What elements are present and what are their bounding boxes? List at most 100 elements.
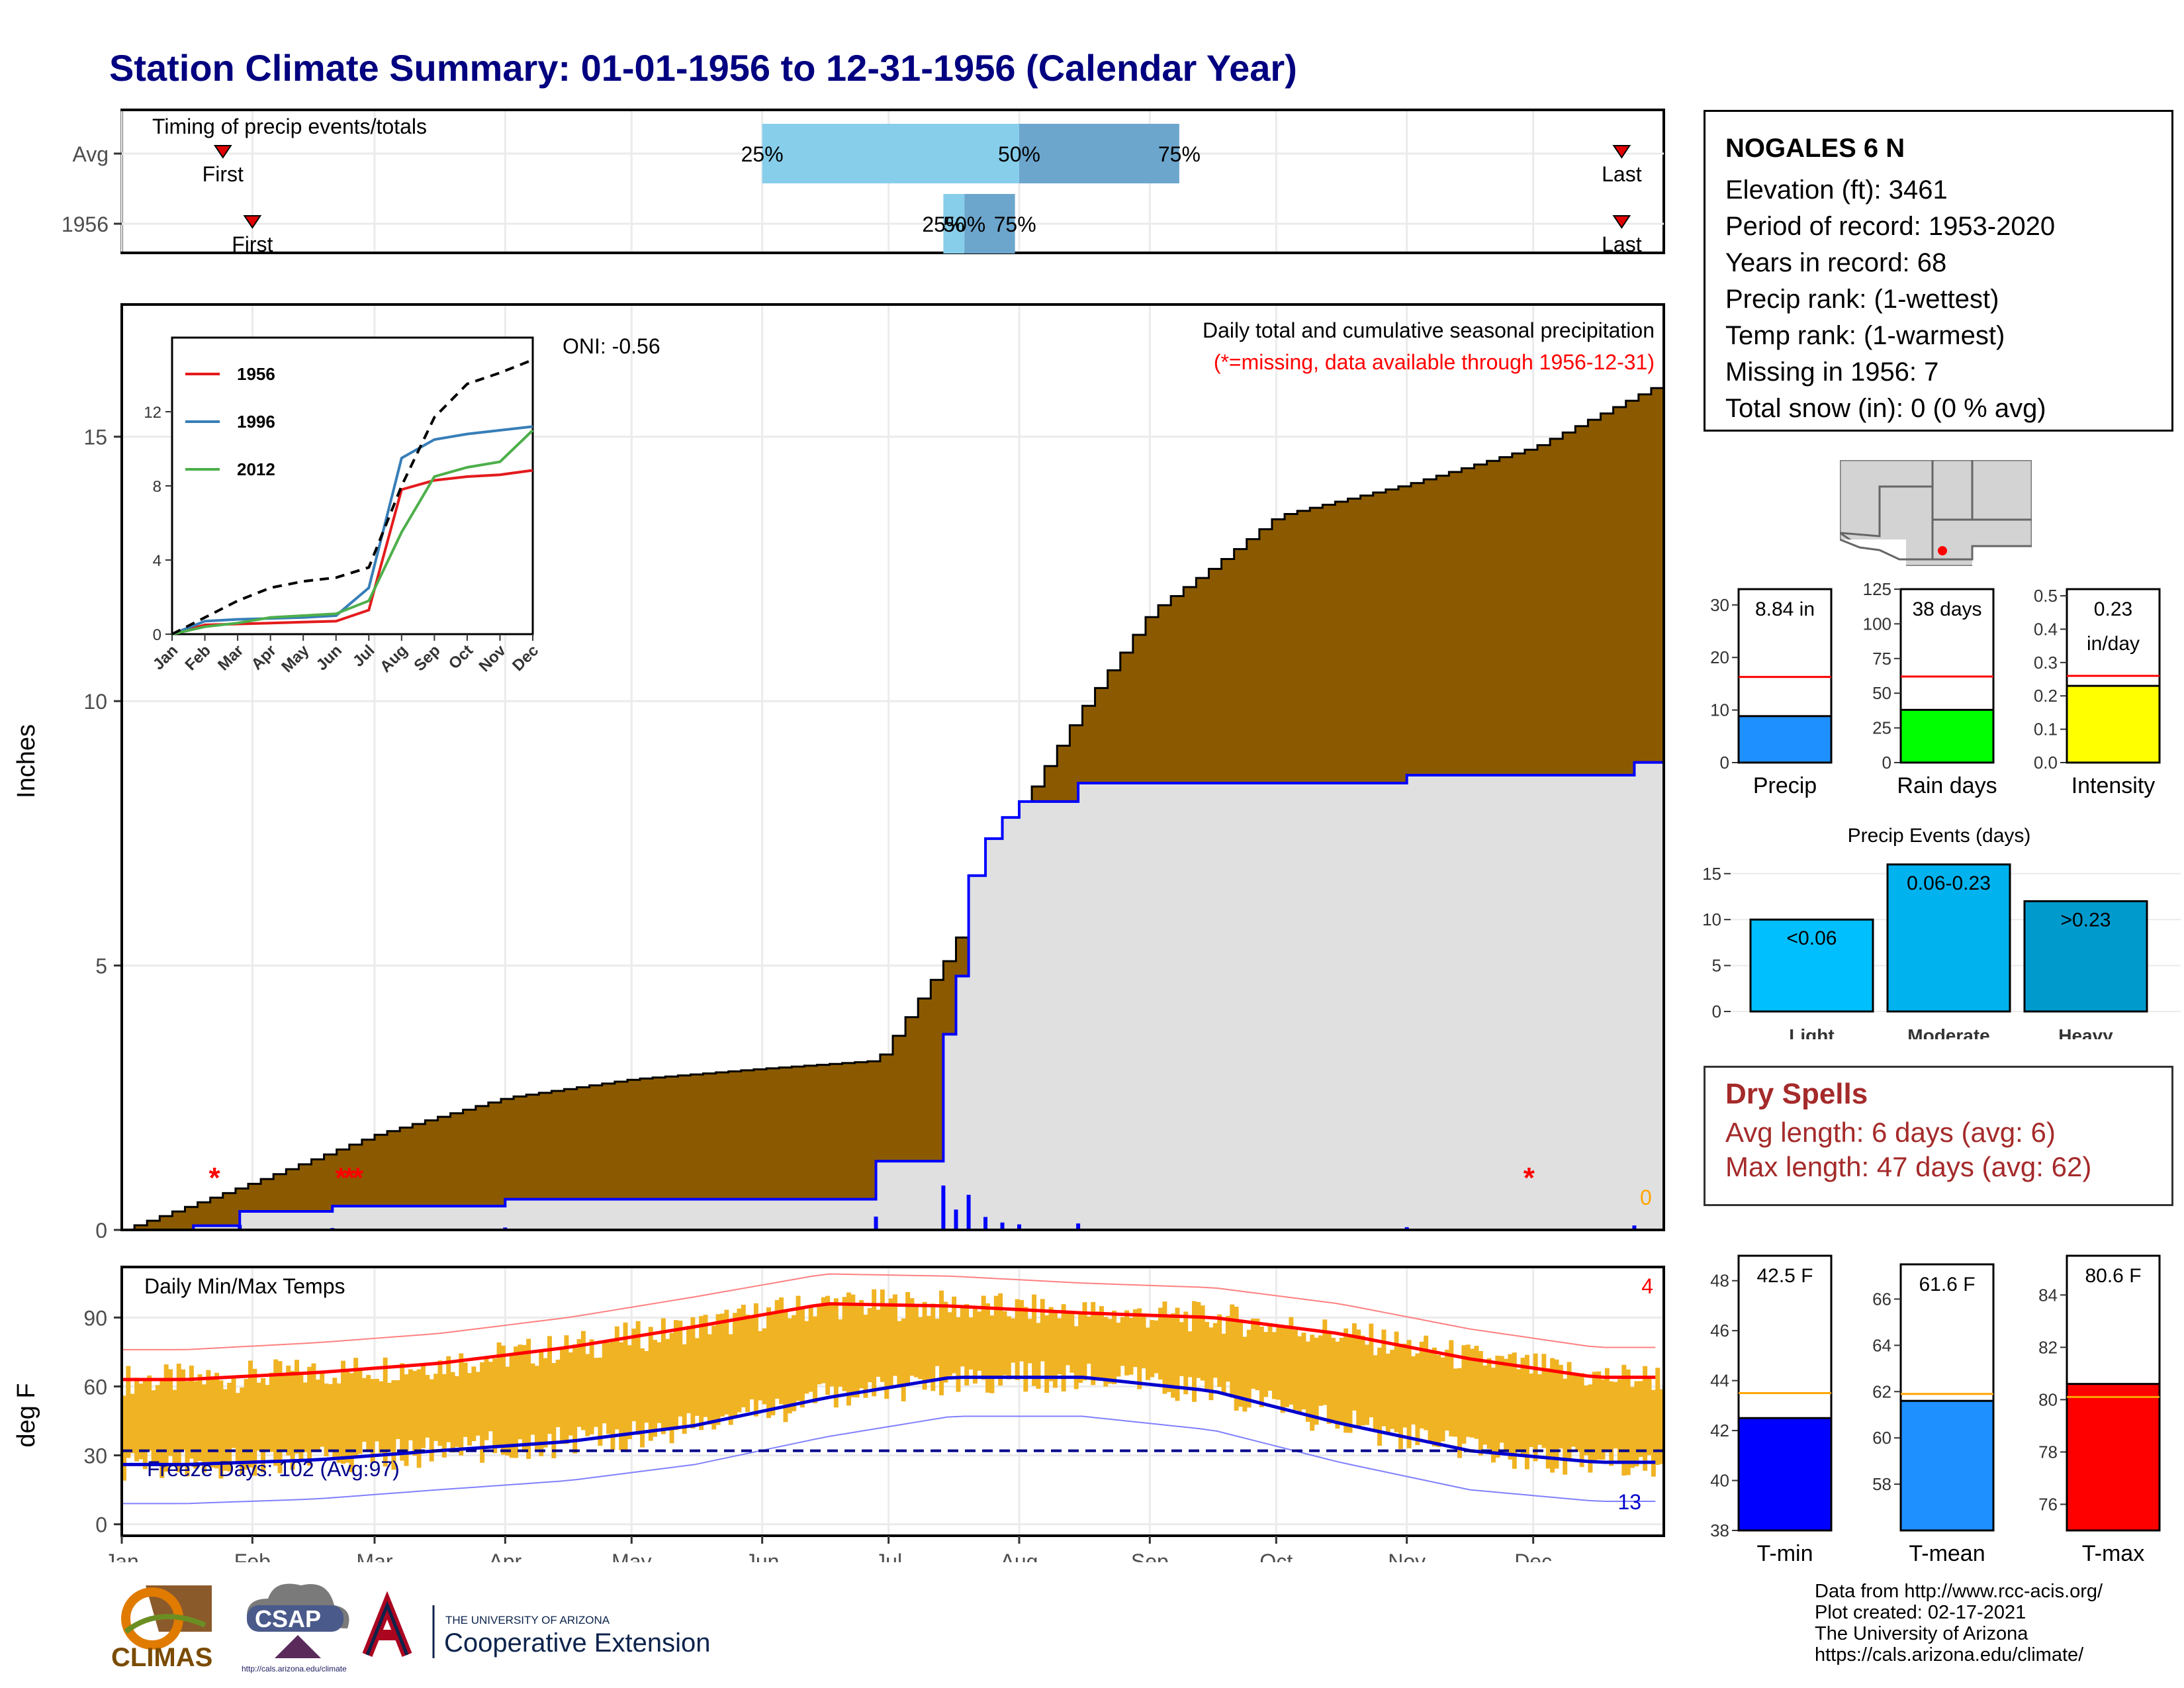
- daily-temp-bar: [779, 1297, 784, 1405]
- month-label: Aug: [1001, 1550, 1038, 1562]
- precip-ytick-label: 0: [95, 1219, 107, 1238]
- daily-temp-bar: [568, 1352, 573, 1436]
- summary-precip-category-label: Precip: [1753, 773, 1817, 798]
- daily-temp-bar: [142, 1381, 148, 1470]
- daily-temp-bar: [518, 1344, 523, 1440]
- daily-temp-bar: [1486, 1358, 1492, 1449]
- daily-temp-bar: [1402, 1343, 1408, 1428]
- timing-first-label: First: [232, 232, 273, 256]
- daily-temp-bar: [922, 1301, 927, 1390]
- daily-temp-bar: [968, 1317, 974, 1370]
- daily-temp-bar: [134, 1378, 140, 1462]
- daily-temp-bar: [825, 1295, 831, 1395]
- daily-temp-bar: [808, 1306, 813, 1392]
- daily-temp-bar: [1267, 1323, 1273, 1391]
- daily-temp-bar: [206, 1370, 211, 1462]
- daily-temp-bar: [547, 1336, 552, 1434]
- daily-temp-bar: [1617, 1379, 1622, 1462]
- summary-rain-days-ytick-label: 75: [1872, 649, 1891, 669]
- daily-temp-bar: [576, 1338, 582, 1427]
- daily-temp-bar: [913, 1307, 919, 1378]
- daily-temp-bar: [353, 1358, 359, 1457]
- daily-temp-bar: [244, 1379, 249, 1470]
- daily-temp-bar: [1242, 1336, 1248, 1412]
- daily-temp-bar: [1415, 1353, 1420, 1446]
- daily-temp-bar: [1490, 1368, 1496, 1463]
- daily-temp-bar: [774, 1299, 780, 1399]
- freeze-days-label: Freeze Days: 102 (Avg:97): [147, 1457, 400, 1481]
- daily-temp-bar: [345, 1368, 350, 1463]
- daily-temp-bar: [214, 1372, 220, 1469]
- month-label: Jun: [745, 1550, 780, 1562]
- daily-temp-bar: [1318, 1335, 1323, 1406]
- daily-temp-bar: [665, 1338, 670, 1430]
- daily-temp-bar: [606, 1342, 612, 1434]
- precip-summary-bars: 0 10 20 30 8.84 in Precip 0 25 50 75 100 125 38 days…: [1710, 583, 2161, 798]
- daily-temp-bar: [610, 1341, 615, 1450]
- summary-precip-ytick-label: 30: [1710, 595, 1729, 615]
- daily-temp-bar: [1406, 1340, 1412, 1448]
- temp-summary-t-min-category-label: T-min: [1757, 1541, 1813, 1566]
- daily-temp-bar: [420, 1364, 426, 1448]
- daily-temp-bar: [218, 1380, 224, 1479]
- daily-temp-bar: [1124, 1310, 1130, 1376]
- daily-temp-bar: [1558, 1364, 1563, 1449]
- daily-temp-bar: [366, 1375, 371, 1450]
- daily-temp-bar: [1057, 1318, 1062, 1375]
- daily-precip-bar: [954, 1209, 958, 1230]
- daily-temp-bar: [159, 1378, 165, 1478]
- daily-temp-bar: [1120, 1317, 1125, 1366]
- precip-ytick-label: 10: [83, 690, 107, 714]
- missing-marker: *: [1524, 1162, 1535, 1194]
- daily-temp-bar: [328, 1383, 333, 1450]
- temp-summary-t-mean-bar: [1899, 1399, 1995, 1532]
- temp-summary-t-max-category-label: T-max: [2082, 1541, 2144, 1566]
- events-bar-label: <0.06: [1787, 927, 1837, 949]
- daily-temp-bar: [1082, 1302, 1087, 1381]
- daily-temp-bar: [1625, 1369, 1631, 1476]
- daily-temp-bar: [433, 1374, 439, 1441]
- timing-bar-25-50: [762, 124, 1019, 183]
- events-category-label: Heavy: [2058, 1025, 2113, 1039]
- daily-temp-bar: [454, 1376, 459, 1447]
- daily-temp-bar: [1322, 1319, 1328, 1405]
- daily-temp-bar: [231, 1377, 236, 1448]
- daily-temp-bar: [543, 1358, 548, 1448]
- daily-temp-bar: [1179, 1322, 1184, 1376]
- daily-temp-bar: [277, 1361, 283, 1474]
- temp-count-high: 4: [1641, 1274, 1653, 1298]
- daily-temp-bar: [522, 1344, 527, 1452]
- timing-q50-label: 50%: [943, 212, 985, 236]
- summary-intensity-ytick-label: 0.4: [2034, 619, 2058, 639]
- daily-temp-bar: [189, 1365, 194, 1459]
- summary-precip-value-label: 8.84 in: [1755, 598, 1815, 620]
- summary-intensity-category-label: Intensity: [2071, 773, 2156, 798]
- year-cumulative-line: [122, 761, 1664, 1231]
- timing-q75-label: 75%: [994, 212, 1036, 236]
- temp-summary-t-min-ytick-label: 46: [1710, 1321, 1729, 1340]
- daily-temp-bar: [1356, 1329, 1361, 1429]
- daily-temp-bar: [526, 1338, 531, 1459]
- daily-temp-bar: [585, 1354, 590, 1436]
- daily-precip-bar: [1076, 1223, 1081, 1230]
- daily-temp-bar: [555, 1360, 561, 1427]
- month-label: Mar: [356, 1550, 392, 1562]
- daily-temp-bar: [657, 1342, 662, 1423]
- record-max-line: [122, 1273, 1656, 1350]
- daily-temp-bar: [1128, 1317, 1134, 1375]
- daily-temp-bar: [1411, 1356, 1416, 1425]
- daily-temp-bar: [598, 1357, 603, 1446]
- daily-temp-bar: [981, 1295, 986, 1380]
- daily-temp-bar: [509, 1353, 514, 1458]
- daily-temp-bar: [463, 1362, 468, 1437]
- daily-temp-bar: [1263, 1332, 1269, 1397]
- month-label: May: [612, 1550, 651, 1562]
- daily-temp-bar: [893, 1294, 897, 1376]
- temp-summary-t-mean-ytick-label: 58: [1872, 1474, 1891, 1494]
- timing-last-label: Last: [1602, 162, 1642, 186]
- daily-temp-bar: [425, 1375, 430, 1438]
- month-label: Oct: [1259, 1550, 1293, 1562]
- daily-precip-bar: [1404, 1227, 1409, 1230]
- daily-temp-bar: [273, 1359, 279, 1466]
- daily-temp-bar: [1234, 1306, 1239, 1411]
